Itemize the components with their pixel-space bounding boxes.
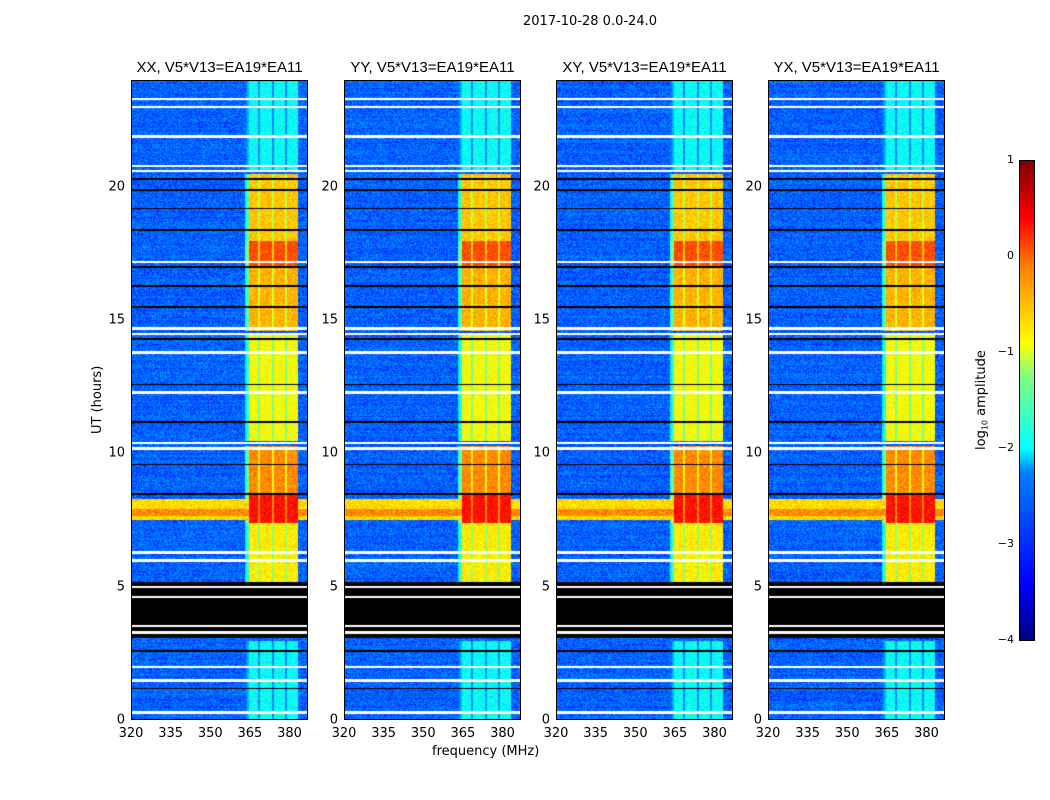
y-tick-label: 15 — [745, 312, 762, 328]
x-tick-label: 350 — [410, 726, 436, 741]
y-tick-label: 10 — [745, 445, 762, 461]
x-tick-label: 320 — [543, 726, 569, 741]
heatmap-image — [344, 80, 521, 720]
figure-title: 2017-10-28 0.0-24.0 — [523, 14, 657, 29]
y-tick-label: 20 — [745, 179, 762, 195]
y-tick-label: 0 — [541, 712, 550, 728]
x-tick-label: 380 — [277, 726, 302, 741]
y-tick-label: 5 — [541, 579, 550, 595]
y-tick-label: 15 — [321, 312, 338, 328]
colorbar-tick-label: −3 — [997, 537, 1014, 550]
colorbar-tick-label: −4 — [997, 633, 1014, 646]
x-axis-label: frequency (MHz) — [432, 744, 540, 759]
heatmap-image — [768, 80, 945, 720]
heatmap-panel-3: YX, V5*V13=EA19*EA11 320 335 350 365 380 0 5 10 1… — [745, 59, 945, 740]
heatmap-image — [556, 80, 733, 720]
panel-title: XY, V5*V13=EA19*EA11 — [562, 59, 727, 76]
x-tick-label: 350 — [197, 726, 223, 741]
y-tick-label: 5 — [329, 579, 338, 595]
x-tick-label: 335 — [795, 726, 821, 741]
x-tick-label: 380 — [914, 726, 939, 741]
panel-title: YY, V5*V13=EA19*EA11 — [350, 59, 515, 76]
panel-title: YX, V5*V13=EA19*EA11 — [773, 59, 940, 76]
y-tick-label: 15 — [533, 312, 550, 328]
x-tick-label: 365 — [874, 726, 900, 741]
y-tick-label: 0 — [753, 712, 762, 728]
colorbar — [1019, 160, 1035, 641]
heatmap-panel-2: XY, V5*V13=EA19*EA11 320 335 350 365 380 0 5 10 1… — [533, 59, 733, 740]
x-tick-label: 320 — [331, 726, 357, 741]
y-axis-label: UT (hours) — [90, 365, 105, 435]
x-tick-label: 350 — [622, 726, 648, 741]
x-tick-label: 320 — [118, 726, 144, 741]
y-tick-label: 10 — [108, 445, 125, 461]
x-tick-label: 335 — [583, 726, 609, 741]
colorbar-tick-label: −2 — [997, 441, 1014, 454]
y-tick-label: 0 — [329, 712, 338, 728]
colorbar-tick-label: −1 — [997, 345, 1014, 358]
heatmap-panel-0: XX, V5*V13=EA19*EA11 320 335 350 365 380 0 5 10 1… — [108, 59, 308, 740]
colorbar-tick-label: 0 — [1007, 249, 1014, 262]
y-tick-label: 15 — [108, 312, 125, 328]
colorbar-tick-label: 1 — [1007, 153, 1014, 166]
x-tick-label: 380 — [702, 726, 727, 741]
colorbar-label: log10 amplitude — [974, 350, 990, 450]
panel-title: XX, V5*V13=EA19*EA11 — [136, 59, 303, 76]
x-tick-label: 350 — [834, 726, 860, 741]
x-tick-label: 380 — [490, 726, 515, 741]
x-tick-label: 320 — [755, 726, 781, 741]
y-tick-label: 5 — [753, 579, 762, 595]
x-tick-label: 365 — [237, 726, 263, 741]
heatmap-image — [131, 80, 308, 720]
y-tick-label: 20 — [321, 179, 338, 195]
y-tick-label: 5 — [116, 579, 125, 595]
x-tick-label: 365 — [450, 726, 476, 741]
y-tick-label: 20 — [533, 179, 550, 195]
heatmap-panel-1: YY, V5*V13=EA19*EA11 320 335 350 365 380 0 5 10 1… — [321, 59, 521, 740]
x-tick-label: 365 — [662, 726, 688, 741]
y-tick-label: 10 — [321, 445, 338, 461]
y-tick-label: 10 — [533, 445, 550, 461]
x-tick-label: 335 — [371, 726, 397, 741]
y-tick-label: 0 — [116, 712, 125, 728]
x-tick-label: 335 — [158, 726, 184, 741]
y-tick-label: 20 — [108, 179, 125, 195]
